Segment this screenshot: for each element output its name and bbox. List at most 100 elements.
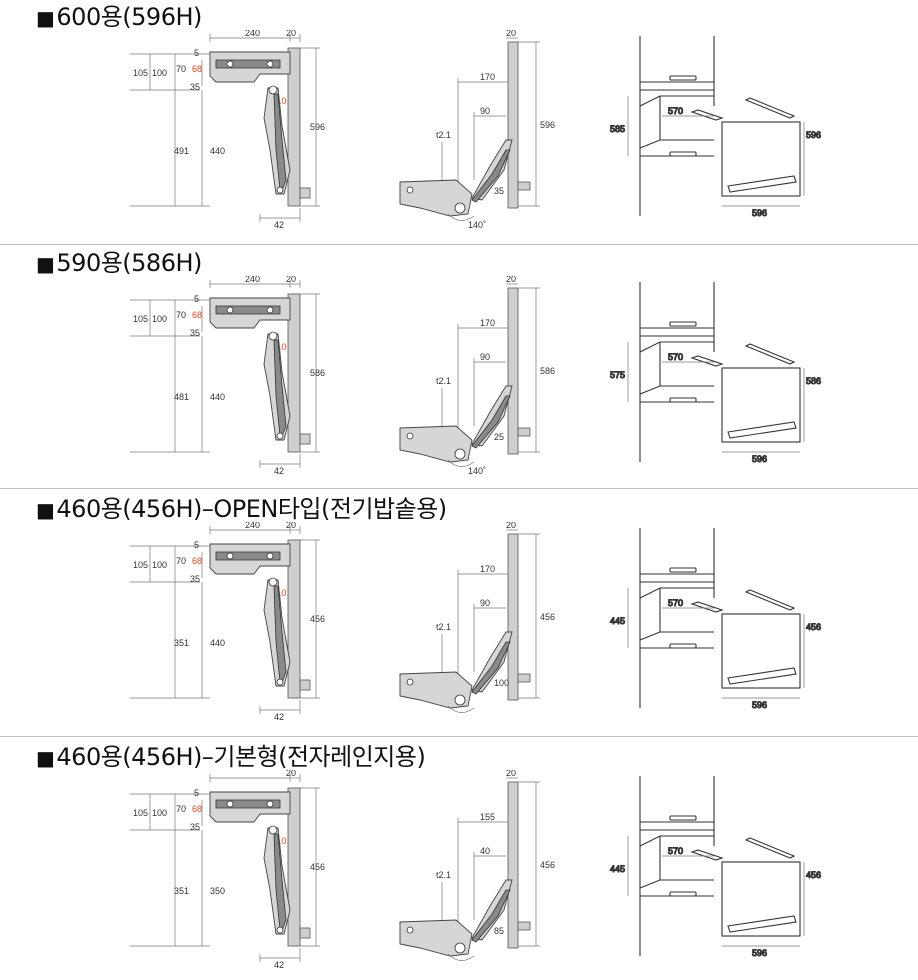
side-view-diagram: 240 20 105 100 70 68 5 35 351 440 110 [130, 522, 325, 722]
cab-height-right-label: 596 [806, 130, 821, 140]
open-hinge-plate [399, 425, 473, 463]
height-label: 456 [310, 862, 325, 872]
bracket [299, 679, 311, 691]
section-title: ■590용(586H) [36, 248, 202, 278]
cab-dim-570-label: 570 [668, 352, 683, 362]
cab-dim-570-label: 570 [668, 598, 683, 608]
spec-section: ■600용(596H) 240 20 105 100 70 68 5 [0, 0, 918, 240]
spec-section: ■460용(456H)–기본형(전자레인지용) 20 105 100 70 68 [0, 740, 918, 980]
thickness-label: t2.1 [436, 376, 451, 386]
dim-20-label: 20 [286, 522, 296, 530]
open-dim-20-label: 20 [506, 770, 516, 778]
open-bracket [517, 181, 531, 191]
dim-5-label: 5 [194, 294, 199, 304]
open-dim-20-label: 20 [506, 276, 516, 284]
open-arm-a [471, 631, 513, 693]
bracket [299, 927, 311, 939]
cab-width-label: 596 [752, 700, 767, 710]
open-arm-b [471, 641, 511, 695]
section-title-text: 600용(596H) [56, 3, 202, 31]
dim-100-label: 100 [152, 560, 167, 570]
open-arm-a [471, 385, 513, 447]
side-panel [287, 293, 301, 453]
cab-height-left-label: 575 [610, 370, 625, 380]
side-view-diagram: 20 105 100 70 68 5 35 351 350 110 456 [130, 770, 325, 970]
open-height-label: 456 [540, 860, 555, 870]
cab-height-left-label: 445 [610, 864, 625, 874]
dim-35-label: 35 [190, 328, 200, 338]
dim-35-label: 35 [190, 574, 200, 584]
dim-100-label: 100 [152, 314, 167, 324]
spec-section: ■460용(456H)–OPEN타입(전기밥솥용) 240 20 105 100… [0, 492, 918, 732]
open-height-label: 596 [540, 120, 555, 130]
dim-105-label: 105 [133, 314, 148, 324]
open-dim-90-label: 90 [480, 598, 490, 608]
cab-width-label: 596 [752, 948, 767, 958]
thickness-label: t2.1 [436, 130, 451, 140]
height-label: 586 [310, 368, 325, 378]
section-divider [0, 736, 918, 737]
open-dim-90-label: 40 [480, 846, 490, 856]
dim-240-label: 240 [245, 276, 260, 284]
dim-70-label: 70 [176, 64, 186, 74]
open-view-diagram: 20 456 155 40 t2.1 85 [399, 770, 555, 961]
dim-20-label: 20 [286, 30, 296, 38]
open-height-label: 456 [540, 612, 555, 622]
dim-42-label: 42 [274, 960, 284, 970]
angle-label: 140˚ [468, 466, 486, 476]
cab-height-right-label: 456 [806, 622, 821, 632]
hinge-arm-b [273, 833, 287, 931]
open-dim-35-label: 35 [494, 186, 504, 196]
open-arm-b [471, 889, 511, 943]
section-title-text: 460용(456H)–기본형(전자레인지용) [56, 743, 426, 771]
dim-240-label: 240 [245, 522, 260, 530]
dim-35-label: 35 [190, 822, 200, 832]
open-view-diagram: 20 596 170 90 t2.1 35 140˚ [399, 30, 555, 230]
open-side-panel [507, 533, 519, 701]
height-label: 456 [310, 614, 325, 624]
dim-491-label: 491 [174, 146, 189, 156]
dim-105-label: 105 [133, 808, 148, 818]
bracket [299, 187, 311, 199]
thickness-label: t2.1 [436, 622, 451, 632]
section-title: ■460용(456H)–기본형(전자레인지용) [36, 742, 426, 772]
section-title: ■460용(456H)–OPEN타입(전기밥솥용) [36, 494, 447, 524]
side-view-diagram: 240 20 105 100 70 68 5 35 481 440 110 [130, 276, 325, 476]
dim-100-label: 100 [152, 68, 167, 78]
open-side-panel [507, 41, 519, 209]
side-panel [287, 787, 301, 947]
dim-5-label: 5 [194, 540, 199, 550]
open-view-diagram: 20 586 170 90 t2.1 25 140˚ [399, 276, 555, 476]
open-dim-20-label: 20 [506, 30, 516, 38]
spec-section: ■590용(586H) 240 20 105 100 70 68 5 [0, 246, 918, 486]
cab-height-left-label: 585 [610, 124, 625, 134]
dim-70-label: 70 [176, 310, 186, 320]
section-divider [0, 488, 918, 489]
angle-label: 140˚ [468, 220, 486, 230]
hinge-arm-b [273, 93, 287, 191]
dim-491-label: 481 [174, 392, 189, 402]
cab-dim-570-label: 570 [668, 846, 683, 856]
open-dim-170-label: 170 [480, 72, 495, 82]
open-bracket [517, 673, 531, 683]
dim-491-label: 351 [174, 886, 189, 896]
section-title-text: 590용(586H) [56, 249, 202, 277]
open-dim-20-label: 20 [506, 522, 516, 530]
section-title: ■600용(596H) [36, 2, 202, 32]
open-height-label: 586 [540, 366, 555, 376]
cabinet-perspective-diagram: 570 445 456 596 [609, 528, 822, 711]
cabinet-perspective-diagram: 570 585 596 596 [609, 36, 822, 219]
dim-42-label: 42 [274, 220, 284, 230]
hinge-arm-b [273, 339, 287, 437]
cab-width-label: 596 [752, 454, 767, 464]
section-title-text: 460용(456H)–OPEN타입(전기밥솥용) [56, 495, 447, 523]
section-divider [0, 244, 918, 245]
dim-42-label: 42 [274, 712, 284, 722]
open-dim-90-label: 90 [480, 352, 490, 362]
dim-35-label: 35 [190, 82, 200, 92]
open-arm-b [471, 395, 511, 449]
square-bullet-icon: ■ [36, 6, 55, 30]
dim-20-label: 20 [286, 770, 296, 778]
open-dim-170-label: 170 [480, 318, 495, 328]
dim-20-label: 20 [286, 276, 296, 284]
